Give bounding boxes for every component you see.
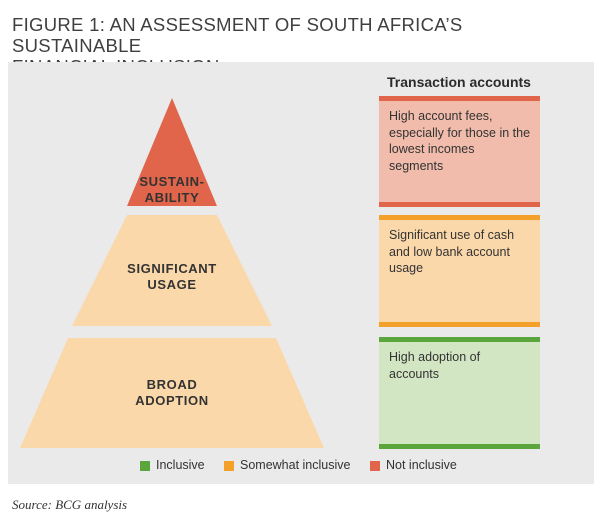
box-bottom-band (379, 444, 540, 449)
transaction-accounts-heading: Transaction accounts (387, 74, 531, 90)
pyramid-tier-broad-adoption (20, 338, 324, 448)
account-box-text: High adoption of accounts (389, 350, 481, 381)
pyramid-label-significant-usage-line-1: SIGNIFICANT (127, 261, 217, 276)
account-box-somewhat-inclusive: Significant use of cash and low bank acc… (379, 215, 540, 327)
account-box-inclusive: High adoption of accounts (379, 337, 540, 449)
pyramid-label-significant-usage-line-2: USAGE (147, 277, 197, 292)
pyramid-label-sustainability-line-2: ABILITY (144, 190, 200, 205)
legend-label-inclusive: Inclusive (156, 458, 205, 472)
pyramid-label-broad-adoption-line-1: BROAD (146, 377, 198, 392)
pyramid-label-sustainability-line-1: SUSTAIN- (139, 174, 205, 189)
figure-title-line-1: FIGURE 1: AN ASSESSMENT OF SOUTH AFRICA’… (12, 14, 463, 56)
pyramid-label-broad-adoption-line-2: ADOPTION (135, 393, 209, 408)
legend-swatch-somewhat-inclusive (224, 461, 234, 471)
legend-label-not-inclusive: Not inclusive (386, 458, 457, 472)
account-box-not-inclusive: High account fees, especially for those … (379, 96, 540, 207)
pyramid-label-broad-adoption: BROAD ADOPTION (102, 377, 242, 409)
legend-label-somewhat-inclusive: Somewhat inclusive (240, 458, 351, 472)
pyramid-tier-sustainability (127, 98, 217, 206)
box-top-band (379, 337, 540, 342)
pyramid-label-significant-usage: SIGNIFICANT USAGE (102, 261, 242, 293)
pyramid-label-sustainability: SUSTAIN- ABILITY (122, 174, 222, 206)
box-bottom-band (379, 202, 540, 207)
box-bottom-band (379, 322, 540, 327)
legend-swatch-not-inclusive (370, 461, 380, 471)
account-box-text: Significant use of cash and low bank acc… (389, 228, 515, 275)
legend: Inclusive Somewhat inclusive Not inclusi… (0, 458, 600, 474)
account-box-text: High account fees, especially for those … (389, 109, 531, 173)
source-note: Source: BCG analysis (12, 497, 128, 512)
box-top-band (379, 215, 540, 220)
pyramid-tier-significant-usage (72, 215, 272, 326)
box-top-band (379, 96, 540, 101)
legend-swatch-inclusive (140, 461, 150, 471)
